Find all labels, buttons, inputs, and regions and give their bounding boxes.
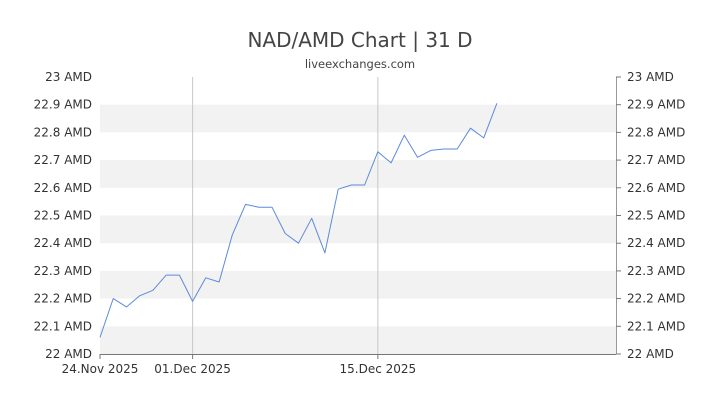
y-tick-label-right: 22.5 AMD xyxy=(627,209,685,223)
data-point xyxy=(429,149,432,152)
data-point xyxy=(442,147,445,150)
data-point xyxy=(151,289,154,292)
y-tick-label-left: 22.7 AMD xyxy=(34,153,92,167)
y-tick-label-left: 22.1 AMD xyxy=(34,319,92,333)
data-point xyxy=(191,300,194,303)
data-point xyxy=(297,242,300,245)
grid-band xyxy=(100,326,616,354)
y-tick-label-left: 22.5 AMD xyxy=(34,209,92,223)
data-point xyxy=(231,233,234,236)
y-tick-label-left: 22.9 AMD xyxy=(34,98,92,112)
data-point xyxy=(284,232,287,235)
y-tick-label-right: 22.8 AMD xyxy=(627,125,685,139)
data-point xyxy=(257,206,260,209)
y-tick-label-right: 22.2 AMD xyxy=(627,292,685,306)
y-tick-label-right: 22.6 AMD xyxy=(627,181,685,195)
data-point xyxy=(469,127,472,130)
y-tick-label-right: 23 AMD xyxy=(627,70,674,84)
data-point xyxy=(138,294,141,297)
data-point xyxy=(178,274,181,277)
y-tick-label-right: 22 AMD xyxy=(627,347,674,361)
data-point xyxy=(376,150,379,153)
grid-band xyxy=(100,270,616,299)
y-tick-label-left: 22.6 AMD xyxy=(34,181,92,195)
x-tick-label: 15.Dec 2025 xyxy=(340,362,417,376)
data-point xyxy=(165,274,168,277)
data-point xyxy=(363,183,366,186)
data-point xyxy=(323,251,326,254)
data-point xyxy=(495,102,498,105)
y-tick-label-left: 22.4 AMD xyxy=(34,236,92,250)
x-tick-label: 01.Dec 2025 xyxy=(154,362,231,376)
data-point xyxy=(204,276,207,279)
vertical-gridlines xyxy=(192,77,379,354)
y-axis-right: 22 AMD 22.1 AMD 22.2 AMD 22.3 AMD 22.4 AMD 22… xyxy=(616,70,685,361)
data-point xyxy=(270,206,273,209)
series-line xyxy=(99,103,498,338)
series-group xyxy=(98,102,498,339)
y-tick-label-right: 22.4 AMD xyxy=(627,236,685,250)
data-point xyxy=(403,134,406,137)
data-point xyxy=(244,203,247,206)
data-point xyxy=(390,161,393,164)
y-tick-label-left: 23 AMD xyxy=(45,70,92,84)
grid-band xyxy=(100,104,616,133)
data-point xyxy=(416,156,419,159)
grid-band xyxy=(100,215,616,244)
data-point xyxy=(98,336,101,339)
grid-band xyxy=(100,160,616,188)
x-tick-label: 24.Nov 2025 xyxy=(62,362,139,376)
data-point xyxy=(456,147,459,150)
data-point xyxy=(350,183,353,186)
data-point xyxy=(482,136,485,139)
chart-title: NAD/AMD Chart | 31 D xyxy=(247,28,472,52)
y-tick-label-right: 22.3 AMD xyxy=(627,264,685,278)
grid-bands xyxy=(100,104,616,354)
y-axis-left: 22 AMD 22.1 AMD 22.2 AMD 22.3 AMD 22.4 AMD 22… xyxy=(34,70,92,361)
y-tick-label-right: 22.7 AMD xyxy=(627,153,685,167)
chart-subtitle: liveexchanges.com xyxy=(305,57,415,71)
data-point xyxy=(112,297,115,300)
y-tick-label-right: 22.9 AMD xyxy=(627,98,685,112)
x-axis: 24.Nov 2025 01.Dec 2025 15.Dec 2025 xyxy=(62,354,417,376)
y-tick-label-right: 22.1 AMD xyxy=(627,319,685,333)
y-tick-label-left: 22.3 AMD xyxy=(34,264,92,278)
y-tick-label-left: 22.2 AMD xyxy=(34,292,92,306)
y-tick-label-left: 22 AMD xyxy=(45,347,92,361)
data-point xyxy=(337,188,340,191)
y-tick-label-left: 22.8 AMD xyxy=(34,125,92,139)
data-point xyxy=(218,280,221,283)
data-point xyxy=(125,305,128,308)
data-point xyxy=(310,217,313,220)
